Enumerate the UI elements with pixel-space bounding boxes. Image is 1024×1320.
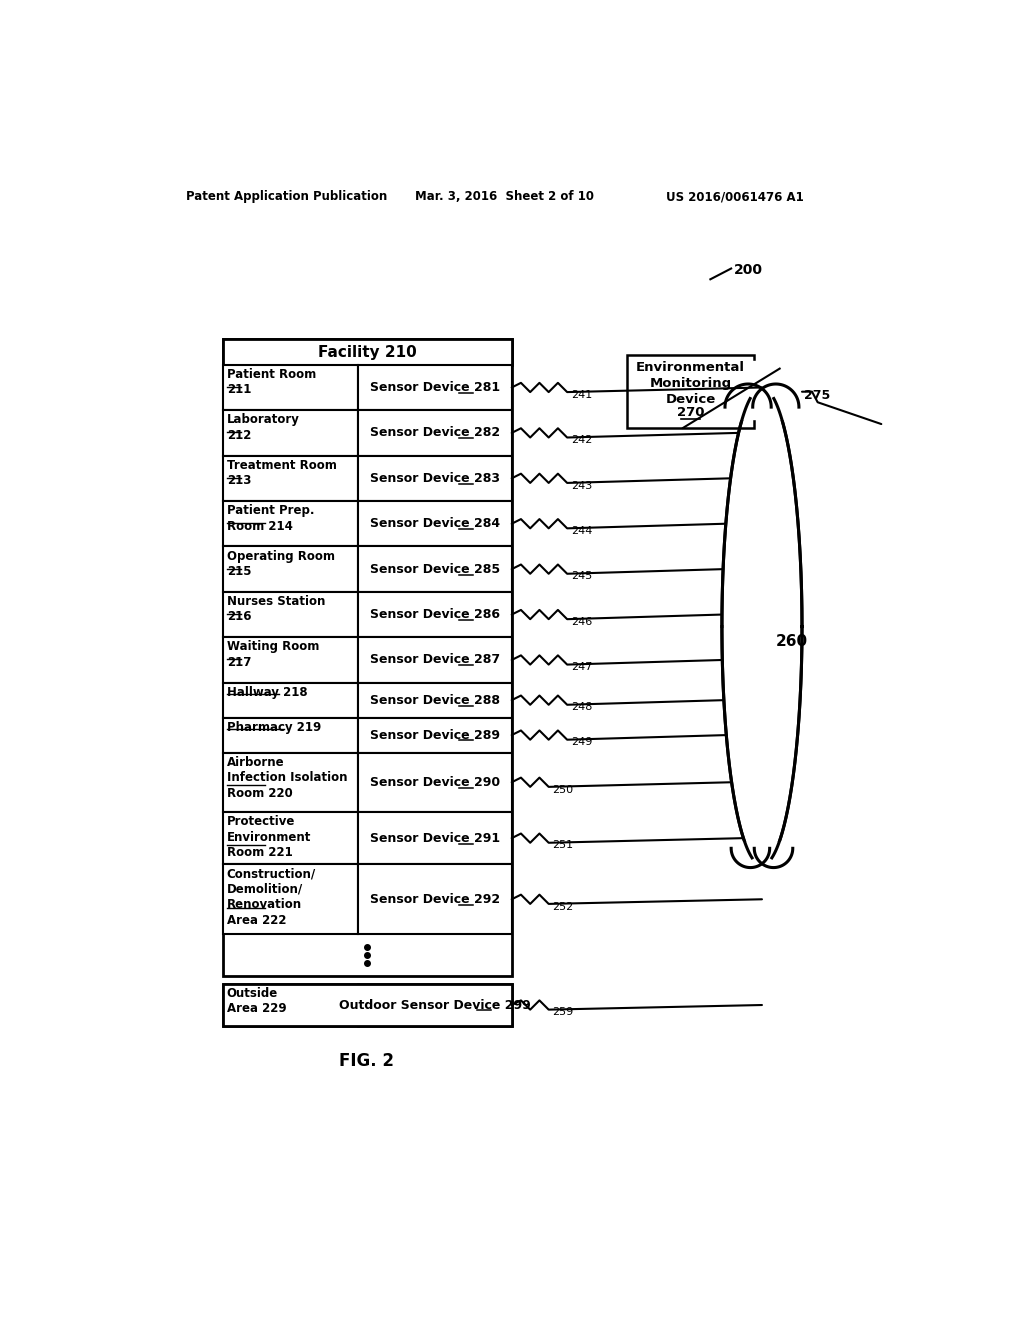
Text: Sensor Device 281: Sensor Device 281 xyxy=(370,381,500,393)
Text: 252: 252 xyxy=(553,902,573,912)
Text: 248: 248 xyxy=(571,702,592,713)
Text: Patient Prep.
Room 214: Patient Prep. Room 214 xyxy=(226,504,314,532)
Text: 275: 275 xyxy=(804,389,830,403)
Text: Sensor Device 291: Sensor Device 291 xyxy=(370,832,500,845)
Bar xyxy=(223,411,357,455)
Text: Sensor Device 289: Sensor Device 289 xyxy=(370,729,500,742)
Bar xyxy=(223,502,357,546)
Bar xyxy=(357,411,512,455)
Text: Sensor Device 286: Sensor Device 286 xyxy=(370,609,500,620)
Bar xyxy=(223,591,357,638)
Bar xyxy=(357,638,512,682)
Text: Environmental
Monitoring
Device: Environmental Monitoring Device xyxy=(636,360,745,407)
Text: Patient Room
211: Patient Room 211 xyxy=(226,368,316,396)
Text: Protective
Environment
Room 221: Protective Environment Room 221 xyxy=(226,814,311,859)
Bar xyxy=(223,339,512,364)
Text: Outside
Area 229: Outside Area 229 xyxy=(226,987,287,1015)
Text: Treatment Room
213: Treatment Room 213 xyxy=(226,458,337,487)
Bar xyxy=(357,364,512,411)
Bar xyxy=(223,546,357,591)
Bar xyxy=(223,682,357,718)
Bar xyxy=(223,364,357,411)
Bar xyxy=(357,502,512,546)
Text: Waiting Room
217: Waiting Room 217 xyxy=(226,640,319,669)
Text: Pharmacy 219: Pharmacy 219 xyxy=(226,721,322,734)
Text: 270: 270 xyxy=(677,407,705,418)
Bar xyxy=(223,752,357,812)
Text: 259: 259 xyxy=(553,1007,573,1018)
Bar xyxy=(357,865,512,935)
Text: Sensor Device 284: Sensor Device 284 xyxy=(370,517,500,531)
Text: 247: 247 xyxy=(571,663,592,672)
Text: Operating Room
215: Operating Room 215 xyxy=(226,549,335,578)
Text: Sensor Device 282: Sensor Device 282 xyxy=(370,426,500,440)
Text: 244: 244 xyxy=(571,527,592,536)
Text: Sensor Device 283: Sensor Device 283 xyxy=(370,471,500,484)
Text: FIG. 2: FIG. 2 xyxy=(339,1052,394,1069)
Bar xyxy=(223,718,357,752)
Text: Outdoor Sensor Device 299: Outdoor Sensor Device 299 xyxy=(339,998,530,1011)
Bar xyxy=(357,455,512,502)
Polygon shape xyxy=(722,388,802,865)
Bar xyxy=(223,638,357,682)
Bar xyxy=(357,752,512,812)
Bar xyxy=(628,355,755,428)
Text: Sensor Device 288: Sensor Device 288 xyxy=(370,693,500,706)
Text: 242: 242 xyxy=(571,436,592,445)
Text: Laboratory
212: Laboratory 212 xyxy=(226,413,300,442)
Bar xyxy=(223,339,512,977)
Text: Sensor Device 290: Sensor Device 290 xyxy=(370,776,500,789)
Bar xyxy=(357,812,512,865)
Text: 241: 241 xyxy=(571,389,592,400)
Text: 250: 250 xyxy=(553,784,573,795)
Text: Facility 210: Facility 210 xyxy=(318,345,417,359)
Bar xyxy=(357,591,512,638)
Text: Hallway 218: Hallway 218 xyxy=(226,686,307,698)
Text: 251: 251 xyxy=(553,841,573,850)
Text: 260: 260 xyxy=(776,635,808,649)
Text: Sensor Device 287: Sensor Device 287 xyxy=(370,653,500,667)
Text: US 2016/0061476 A1: US 2016/0061476 A1 xyxy=(666,190,804,203)
Text: 245: 245 xyxy=(571,572,592,581)
Text: 243: 243 xyxy=(571,480,592,491)
Text: Construction/
Demolition/
Renovation
Area 222: Construction/ Demolition/ Renovation Are… xyxy=(226,867,316,927)
Text: Nurses Station
216: Nurses Station 216 xyxy=(226,595,326,623)
Bar xyxy=(357,682,512,718)
Text: Sensor Device 285: Sensor Device 285 xyxy=(370,562,500,576)
Bar xyxy=(357,983,512,1026)
Bar xyxy=(357,546,512,591)
Text: Sensor Device 292: Sensor Device 292 xyxy=(370,892,500,906)
Text: Patent Application Publication: Patent Application Publication xyxy=(186,190,387,203)
Text: 200: 200 xyxy=(733,263,763,277)
Bar xyxy=(223,455,357,502)
Text: 246: 246 xyxy=(571,616,592,627)
Bar xyxy=(223,865,357,935)
Bar xyxy=(223,983,357,1026)
Text: Mar. 3, 2016  Sheet 2 of 10: Mar. 3, 2016 Sheet 2 of 10 xyxy=(416,190,595,203)
Bar xyxy=(223,812,357,865)
Text: 249: 249 xyxy=(571,738,592,747)
Bar xyxy=(357,718,512,752)
Bar xyxy=(223,983,512,1026)
Text: Airborne
Infection Isolation
Room 220: Airborne Infection Isolation Room 220 xyxy=(226,755,347,800)
